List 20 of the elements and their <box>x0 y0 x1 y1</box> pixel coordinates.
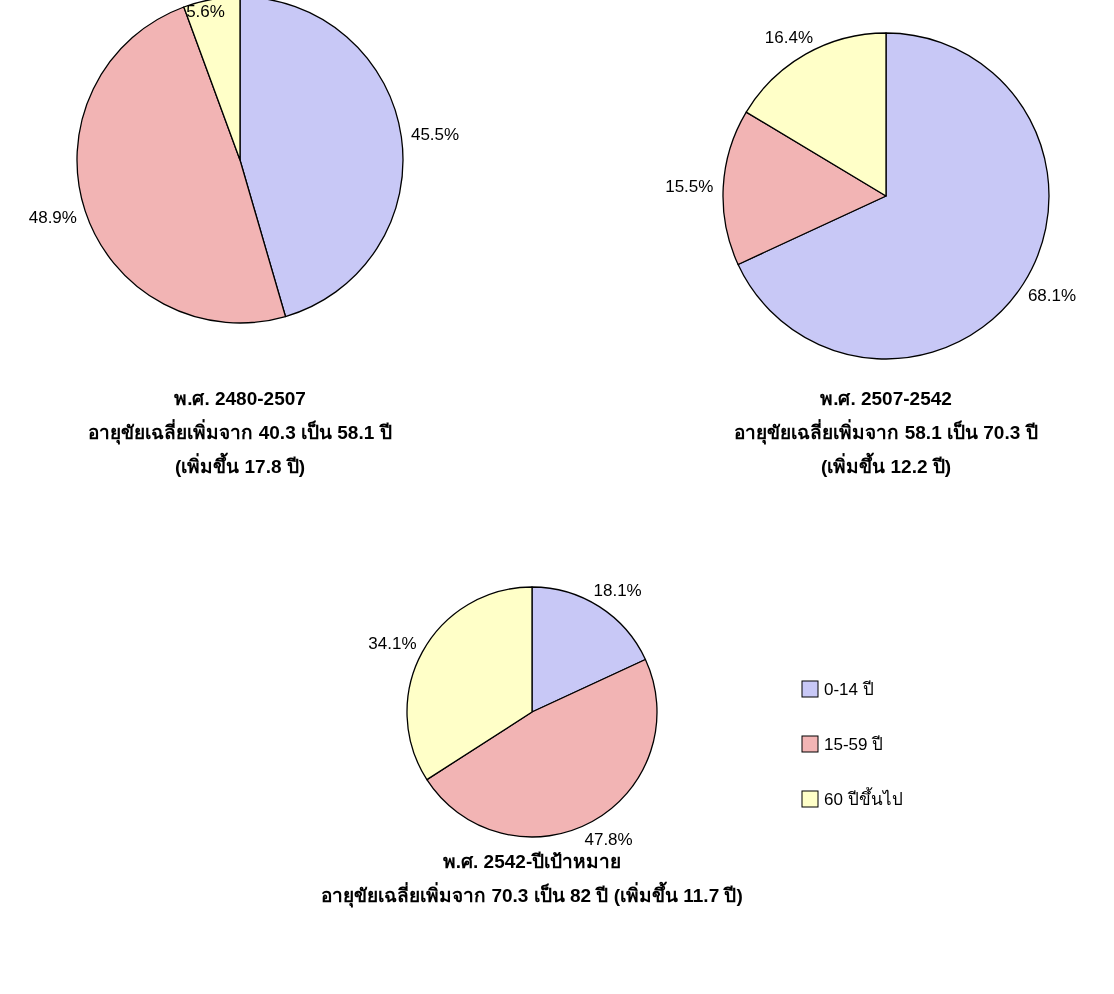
text: อายุขัยเฉลี่ยเพิ่มจาก 40.3 เป็น 58.1 ปี <box>88 419 392 445</box>
data-label: 47.8% <box>584 830 633 850</box>
legend-label: 15-59 ปี <box>824 735 884 754</box>
data-label: 68.1% <box>1027 285 1077 305</box>
text: (เพิ่มขึ้น 17.8 ปี) <box>174 452 306 477</box>
legend-label: 60 ปีขึ้นไป <box>824 787 903 809</box>
data-label: 48.9% <box>28 208 77 228</box>
text: (เพิ่มขึ้น 12.2 ปี) <box>820 452 952 477</box>
data-label: 5.6% <box>186 2 225 21</box>
text: พ.ศ. 2542-ปีเป้าหมาย <box>442 851 622 872</box>
legend-label: 0-14 ปี <box>824 680 874 699</box>
text: อายุขัยเฉลี่ยเพิ่มจาก 58.1 เป็น 70.3 ปี <box>734 419 1038 445</box>
data-label: 16.4% <box>764 27 814 47</box>
data-label: 45.5% <box>410 125 460 145</box>
data-label: 34.1% <box>368 633 417 653</box>
text: พ.ศ. 2480-2507 <box>174 388 306 409</box>
data-label: 18.1% <box>593 580 642 600</box>
text: พ.ศ. 2507-2542 <box>820 388 952 409</box>
data-label: 15.5% <box>665 177 714 197</box>
text: อายุขัยเฉลี่ยเพิ่มจาก 70.3 เป็น 82 ปี (เพิ่มขึ้น 11.7 ปี) <box>321 881 743 908</box>
